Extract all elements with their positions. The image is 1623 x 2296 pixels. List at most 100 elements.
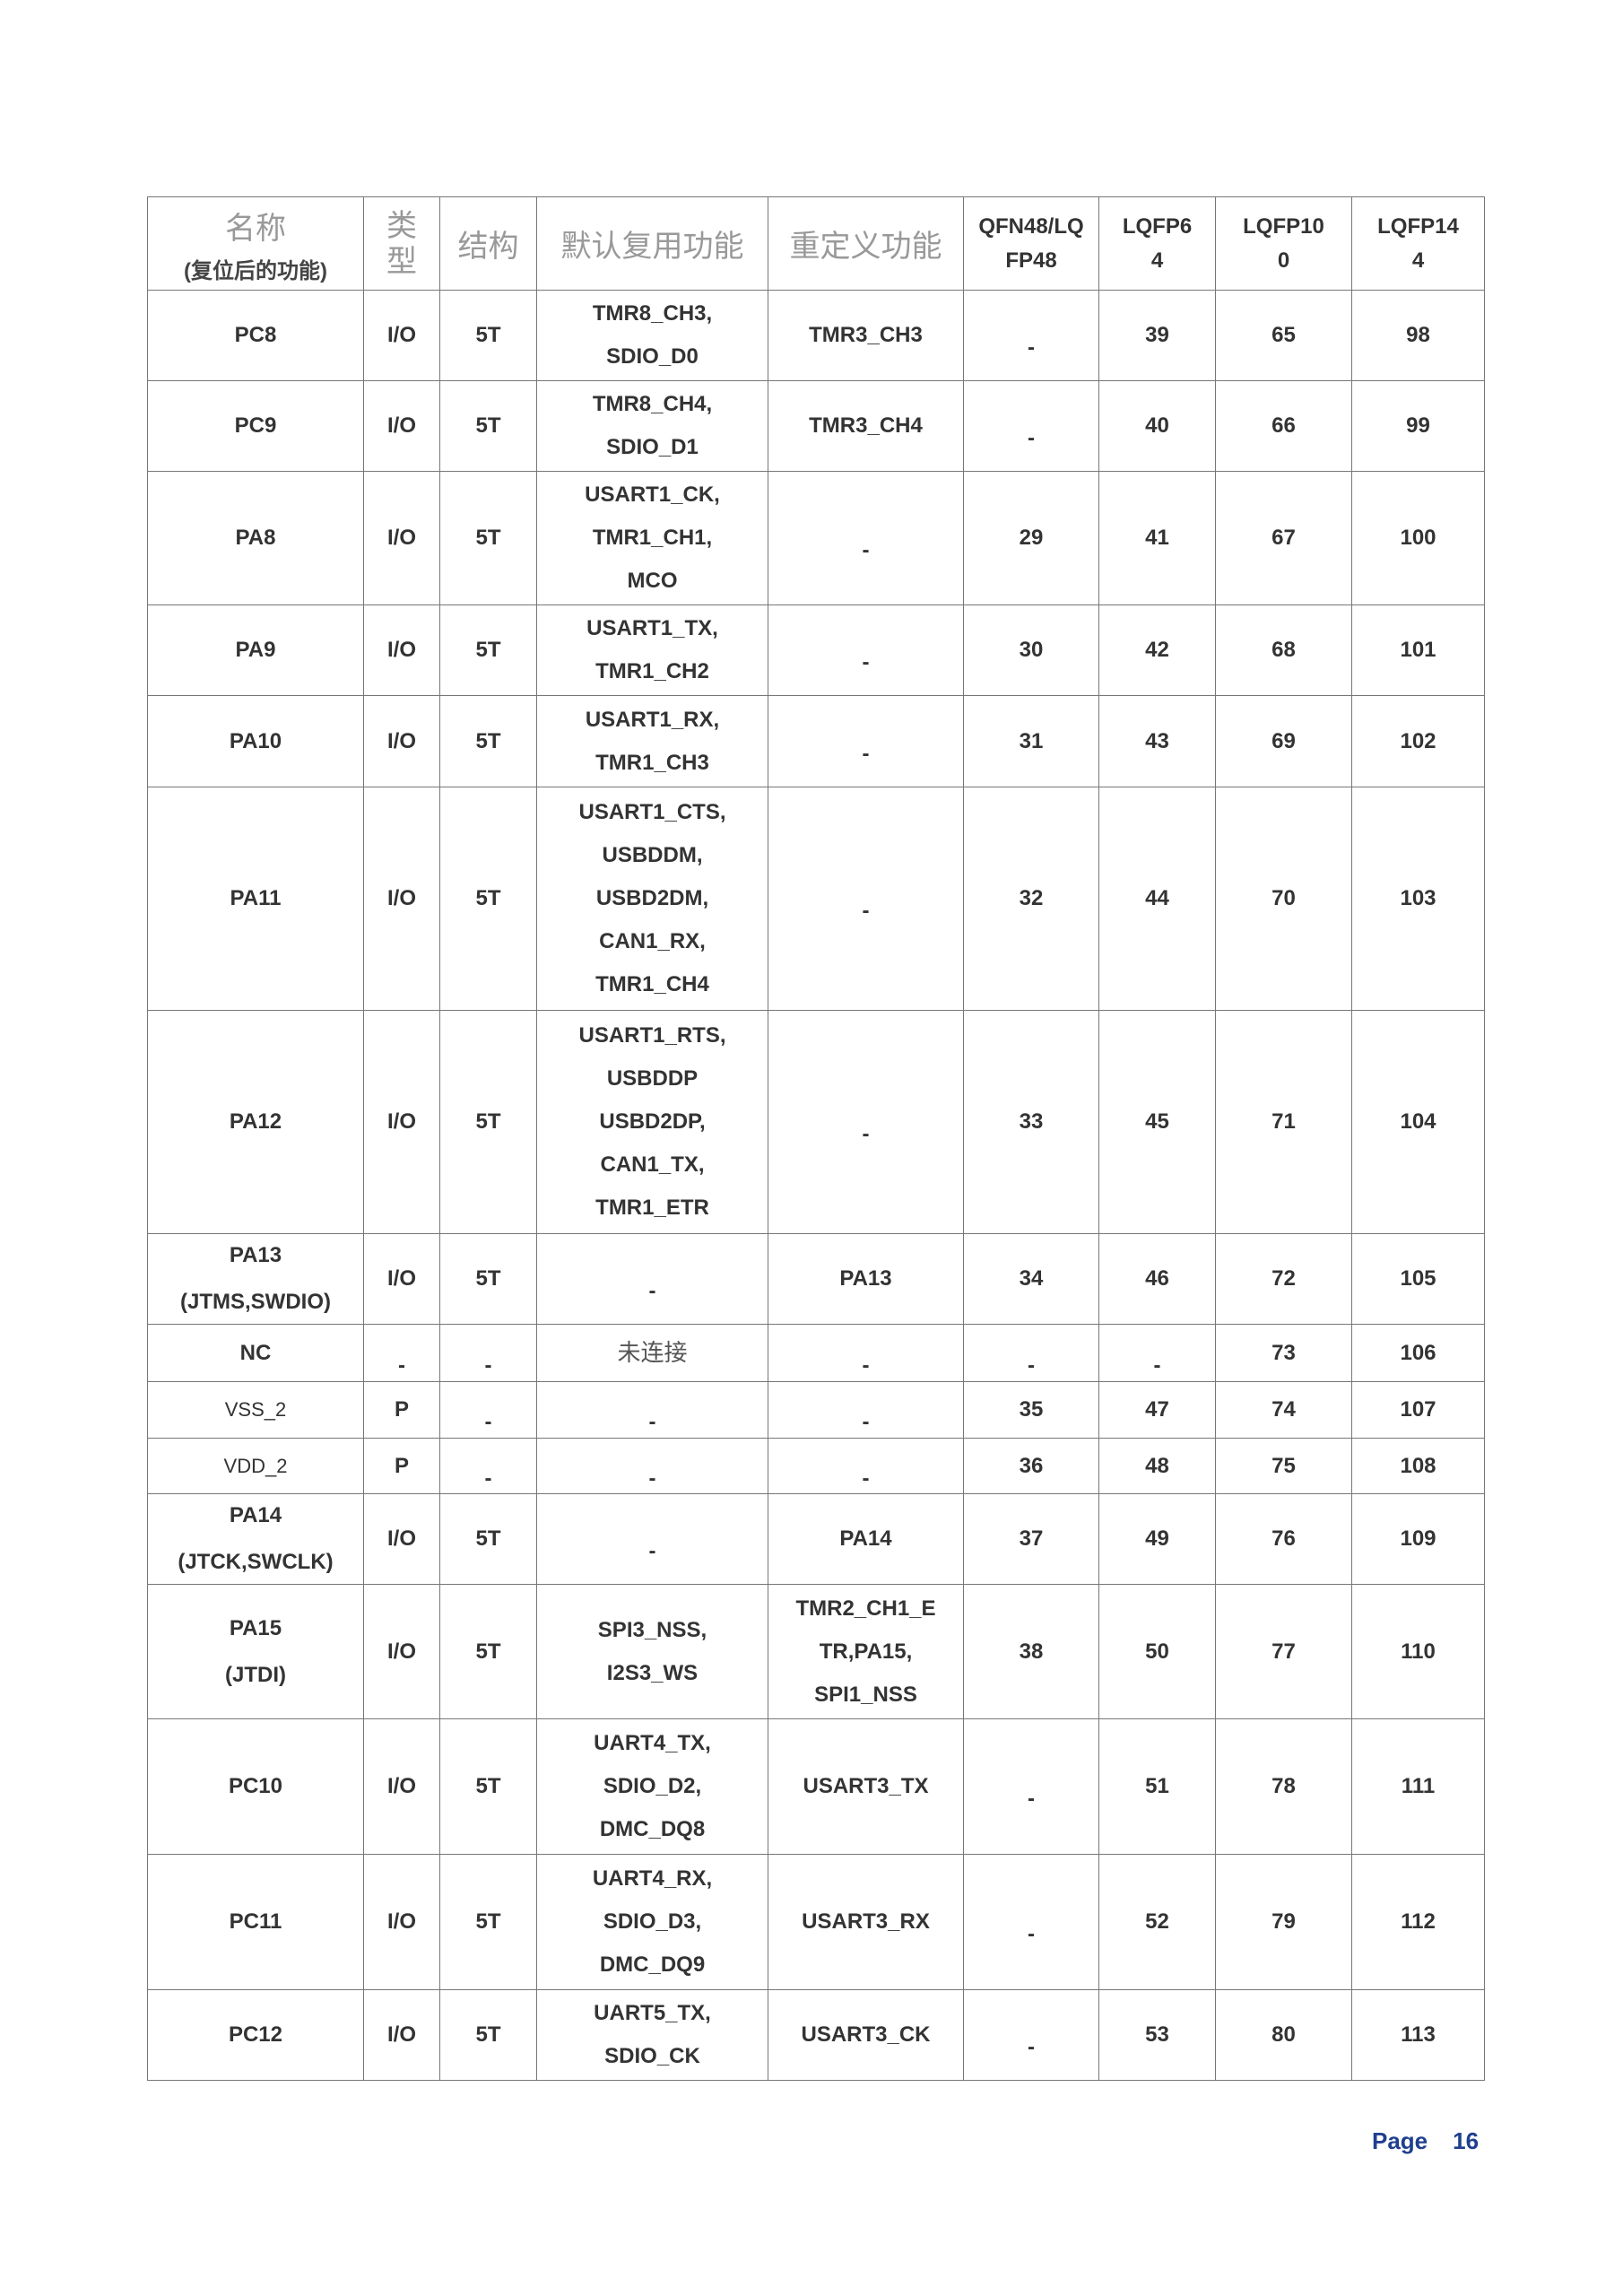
pin-name-text: NC: [239, 1340, 272, 1365]
default-af-line: TMR1_CH4: [595, 972, 709, 996]
pin-lqfp144-text: 103: [1400, 886, 1436, 910]
pin-qfn48: -: [963, 1324, 1099, 1382]
remap: -: [768, 695, 964, 787]
pin-structure-text: -: [484, 1465, 492, 1491]
default-af-line: TMR8_CH4,: [592, 392, 713, 416]
pin-type-text: I/O: [386, 413, 416, 438]
pin-lqfp64-text: 46: [1145, 1266, 1169, 1291]
pin-structure-text: 5T: [475, 638, 501, 662]
pin-qfn48-text: -: [1028, 426, 1035, 450]
pin-lqfp100-text: 80: [1271, 2022, 1296, 2047]
pin-lqfp100-text: 74: [1271, 1397, 1296, 1422]
default-af-line: CAN1_TX,: [600, 1152, 705, 1177]
remap-line: -: [862, 538, 870, 562]
pin-qfn48: -: [963, 1854, 1099, 1990]
pin-type-text: I/O: [386, 526, 416, 550]
pin-name-text: PA8: [235, 526, 276, 550]
pin-lqfp100-text: 79: [1271, 1909, 1296, 1934]
pin-qfn48: 34: [963, 1233, 1099, 1325]
pin-lqfp64: 51: [1098, 1718, 1216, 1855]
default-af-line: USART1_CTS,: [578, 800, 726, 824]
pin-structure-text: 5T: [475, 526, 501, 550]
remap: TMR3_CH4: [768, 380, 964, 472]
pin-lqfp64-text: 42: [1145, 638, 1169, 662]
header-default-af: 默认复用功能: [536, 196, 768, 291]
pin-type: I/O: [363, 1493, 440, 1585]
table-row: PC9 I/O 5T TMR8_CH4, SDIO_D1 TMR3_CH4 - 40 66 99: [147, 380, 1485, 472]
pin-type-text: -: [398, 1352, 405, 1378]
pin-lqfp100-text: 68: [1271, 638, 1296, 662]
table-row: PC11 I/O 5T UART4_RX, SDIO_D3, DMC_DQ9 USART3_…: [147, 1854, 1485, 1990]
pin-name: PA12: [147, 1010, 364, 1234]
pin-qfn48: 36: [963, 1438, 1099, 1494]
pin-lqfp64-text: -: [1153, 1352, 1161, 1378]
pin-qfn48-text: -: [1028, 1922, 1035, 1946]
pin-lqfp144-text: 109: [1400, 1526, 1436, 1551]
remap: USART3_CK: [768, 1989, 964, 2081]
default-af-line: UART4_TX,: [594, 1731, 711, 1755]
pin-structure-text: 5T: [475, 323, 501, 347]
pin-qfn48-text: 37: [1019, 1526, 1044, 1551]
pin-structure-text: -: [484, 1410, 492, 1434]
pin-name: PC9: [147, 380, 364, 472]
default-af-line: TMR8_CH3,: [592, 301, 713, 326]
remap: -: [768, 604, 964, 696]
pin-lqfp144-text: 105: [1400, 1266, 1436, 1291]
default-af-line: -: [648, 1465, 656, 1491]
pin-name: PA13 (JTMS,SWDIO): [147, 1233, 364, 1325]
pin-name-text: PC9: [234, 413, 277, 438]
pin-type: -: [363, 1324, 440, 1382]
default-af-line: SPI3_NSS,: [597, 1617, 707, 1642]
pin-structure-text: 5T: [475, 1266, 501, 1291]
default-af-line: -: [648, 1539, 656, 1563]
pin-name: VDD_2: [147, 1438, 364, 1494]
pin-name: PA15 (JTDI): [147, 1584, 364, 1719]
pin-type-text: P: [394, 1397, 409, 1422]
pin-type-text: I/O: [386, 2022, 416, 2047]
pin-name: NC: [147, 1324, 364, 1382]
pin-lqfp144: 113: [1351, 1989, 1485, 2081]
pin-qfn48-text: -: [1028, 335, 1035, 360]
default-af-line: SDIO_D0: [606, 344, 699, 369]
pin-structure: 5T: [439, 1233, 537, 1325]
pin-type: I/O: [363, 290, 440, 381]
pin-qfn48: 33: [963, 1010, 1099, 1234]
pin-name-text: VDD_2: [223, 1454, 288, 1477]
pin-structure: 5T: [439, 695, 537, 787]
default-af: UART5_TX, SDIO_CK: [536, 1989, 768, 2081]
pin-lqfp144: 112: [1351, 1854, 1485, 1990]
pin-type-text: I/O: [386, 638, 416, 662]
page-label: Page: [1372, 2127, 1428, 2154]
default-af-line: USART1_CK,: [585, 483, 720, 507]
remap-line: -: [862, 1352, 870, 1378]
pin-type: I/O: [363, 604, 440, 696]
pin-qfn48-text: 36: [1019, 1453, 1044, 1478]
default-af-line: TMR1_CH3: [595, 750, 709, 775]
default-af-line: USBD2DP,: [599, 1109, 706, 1134]
table-header-row: 名称 (复位后的功能) 类型 结构 默认复用功能 重定义功能 QFN48/LQFP…: [147, 196, 1485, 291]
pin-name-text: PA13: [229, 1243, 282, 1267]
pin-type-text: I/O: [386, 323, 416, 347]
pin-name: VSS_2: [147, 1381, 364, 1439]
pin-lqfp144: 99: [1351, 380, 1485, 472]
table-row: NC - - 未连接 - - - 73 106: [147, 1324, 1485, 1382]
pin-type-text: I/O: [386, 1909, 416, 1934]
default-af-line: USART1_TX,: [586, 616, 718, 640]
pin-type-text: I/O: [386, 1639, 416, 1664]
pin-type: I/O: [363, 1989, 440, 2081]
pin-type: I/O: [363, 1718, 440, 1855]
table-row: PA11 I/O 5T USART1_CTS, USBDDM, USBD2DM, CAN1_…: [147, 787, 1485, 1011]
remap-line: PA13: [839, 1266, 892, 1291]
remap: -: [768, 787, 964, 1011]
pin-lqfp144-text: 102: [1400, 728, 1436, 753]
pin-lqfp144: 103: [1351, 787, 1485, 1011]
default-af-line: USBDDP: [606, 1066, 699, 1091]
pin-structure-text: 5T: [475, 1639, 501, 1664]
pin-lqfp64-text: 52: [1145, 1909, 1169, 1934]
pin-lqfp144-text: 107: [1400, 1397, 1436, 1422]
pin-qfn48: 37: [963, 1493, 1099, 1585]
pin-lqfp64-text: 39: [1145, 323, 1169, 347]
pin-structure: -: [439, 1381, 537, 1439]
pin-lqfp100-text: 73: [1271, 1340, 1296, 1365]
pin-qfn48-text: 38: [1019, 1639, 1044, 1664]
